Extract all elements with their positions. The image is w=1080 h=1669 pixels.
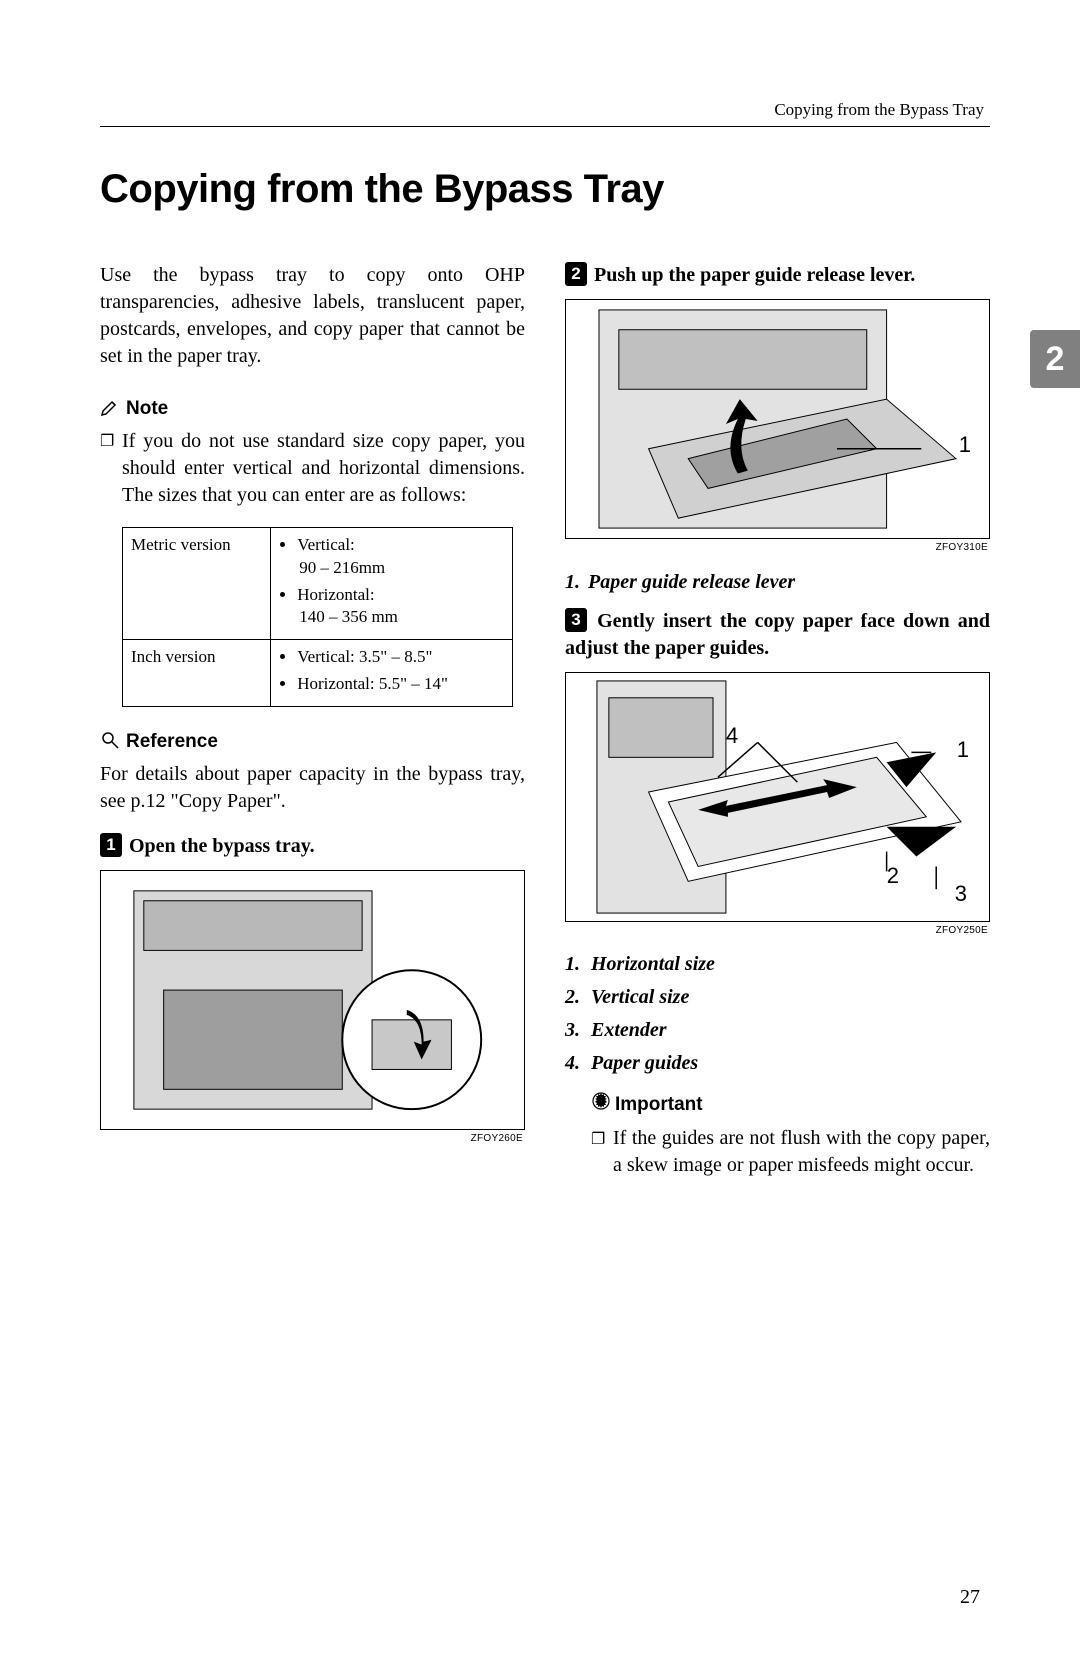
size-spec: Horizontal: 5.5" – 14" [297, 673, 504, 696]
caption-text: Paper guide release lever [588, 571, 795, 593]
table-cell-label: Inch version [123, 640, 271, 707]
size-table: Metric version Vertical: 90 – 216mm Horiz… [122, 527, 513, 708]
caption-text: Horizontal size [591, 951, 715, 978]
step-text: Open the bypass tray. [129, 835, 315, 857]
size-spec: Vertical: [297, 535, 355, 554]
important-label: Important [615, 1092, 703, 1118]
right-column: 2 Push up the paper guide release lever.… [565, 262, 990, 1179]
important-body: If the guides are not flush with the cop… [613, 1125, 990, 1179]
figure-callout-label: 1 [959, 430, 971, 460]
figure-code: ZFOY310E [565, 541, 990, 555]
figure-2: 1 [565, 299, 990, 539]
table-cell-values: Vertical: 90 – 216mm Horizontal: 140 – 356… [271, 527, 513, 640]
figure-code: ZFOY250E [565, 924, 990, 938]
step-number-badge: 3 [565, 608, 587, 632]
step-number-badge: 1 [100, 833, 122, 857]
reference-body: For details about paper capacity in the … [100, 761, 525, 815]
reference-label: Reference [126, 729, 218, 755]
caption-text: Paper guides [591, 1050, 698, 1077]
document-page: Copying from the Bypass Tray Copying fro… [0, 0, 1080, 1669]
figure-callout-label: 4 [726, 721, 738, 751]
bullet-box-icon: ❐ [591, 1125, 613, 1179]
step-3: 3 Gently insert the copy paper face down… [565, 608, 990, 662]
table-row: Metric version Vertical: 90 – 216mm Horiz… [123, 527, 513, 640]
step-number-badge: 2 [565, 262, 587, 286]
important-body-block: ❐ If the guides are not flush with the c… [591, 1125, 990, 1179]
caption-text: Vertical size [591, 984, 689, 1011]
step-1: 1 Open the bypass tray. [100, 833, 525, 860]
caption-item: 2.Vertical size [565, 984, 990, 1011]
paper-insert-illustration [566, 673, 989, 921]
size-spec: Horizontal: [297, 585, 374, 604]
table-cell-label: Metric version [123, 527, 271, 640]
figure-code: ZFOY260E [100, 1132, 525, 1146]
note-heading: Note [100, 396, 525, 422]
step-text: Gently insert the copy paper face down a… [565, 610, 990, 659]
important-heading: Important [591, 1091, 990, 1119]
size-spec: Vertical: 3.5" – 8.5" [297, 646, 504, 669]
figure-callout-label: 3 [955, 879, 967, 909]
caption-number: 1. [565, 571, 580, 593]
figure-3-caption-list: 1.Horizontal size 2.Vertical size 3.Exte… [565, 951, 990, 1077]
caption-item: 1.Horizontal size [565, 951, 990, 978]
gear-alert-icon [591, 1091, 611, 1119]
size-spec-sub: 90 – 216mm [297, 558, 385, 577]
lever-illustration [566, 300, 989, 538]
figure-callout-label: 2 [887, 861, 899, 891]
step-2: 2 Push up the paper guide release lever. [565, 262, 990, 289]
magnifier-icon [100, 730, 120, 754]
note-label: Note [126, 396, 168, 422]
table-row: Inch version Vertical: 3.5" – 8.5" Horiz… [123, 640, 513, 707]
note-body-block: ❐ If you do not use standard size copy p… [100, 428, 525, 509]
two-column-layout: Use the bypass tray to copy onto OHP tra… [100, 262, 990, 1179]
caption-number: 4. [565, 1050, 591, 1077]
pencil-icon [100, 397, 120, 421]
size-spec-sub: 140 – 356 mm [297, 607, 398, 626]
figure-3: 4 1 2 3 [565, 672, 990, 922]
figure-1 [100, 870, 525, 1130]
running-header: Copying from the Bypass Tray [100, 100, 990, 127]
caption-number: 3. [565, 1017, 591, 1044]
note-body: If you do not use standard size copy pap… [122, 428, 525, 509]
caption-item: 3.Extender [565, 1017, 990, 1044]
page-title: Copying from the Bypass Tray [100, 167, 990, 212]
left-column: Use the bypass tray to copy onto OHP tra… [100, 262, 525, 1179]
chapter-tab: 2 [1030, 330, 1080, 388]
table-cell-values: Vertical: 3.5" – 8.5" Horizontal: 5.5" –… [271, 640, 513, 707]
printer-illustration [101, 871, 524, 1129]
caption-text: Extender [591, 1017, 667, 1044]
figure-callout-label: 1 [957, 735, 969, 765]
caption-number: 1. [565, 951, 591, 978]
figure-2-caption: 1. Paper guide release lever [565, 569, 990, 596]
intro-paragraph: Use the bypass tray to copy onto OHP tra… [100, 262, 525, 370]
caption-number: 2. [565, 984, 591, 1011]
step-text: Push up the paper guide release lever. [594, 264, 915, 286]
reference-heading: Reference [100, 729, 525, 755]
bullet-box-icon: ❐ [100, 428, 122, 509]
caption-item: 4.Paper guides [565, 1050, 990, 1077]
page-number: 27 [960, 1586, 980, 1609]
